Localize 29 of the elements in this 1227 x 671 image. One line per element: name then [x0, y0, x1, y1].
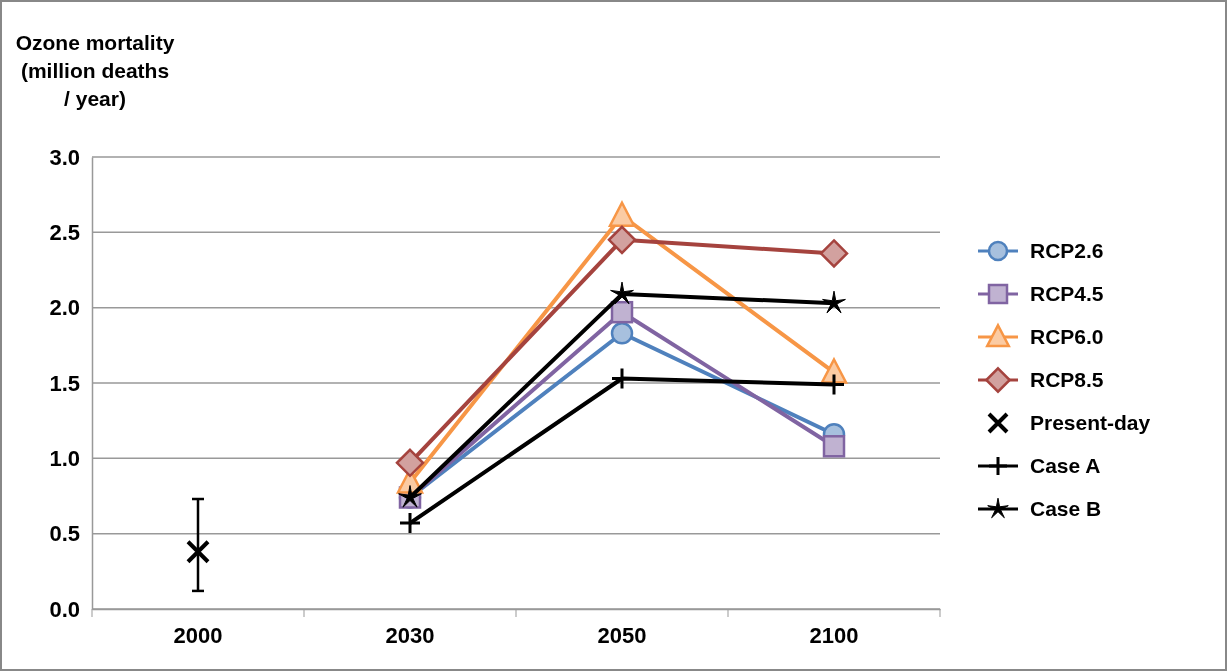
point — [395, 448, 425, 478]
x-tick-label: 2000 — [173, 622, 223, 648]
point — [819, 239, 849, 268]
y-tick-label: 2.0 — [49, 295, 80, 321]
y-tick-label: 0.0 — [49, 596, 80, 622]
legend-label: RCP6.0 — [1030, 325, 1104, 349]
legend-label: RCP4.5 — [1030, 282, 1104, 306]
point — [607, 225, 637, 255]
y-tick-label: 1.5 — [49, 370, 80, 396]
point — [186, 539, 210, 564]
x-tick-label: 2100 — [809, 622, 859, 648]
legend-label: Case B — [1030, 497, 1102, 521]
point — [608, 201, 636, 228]
y-tick-label: 3.0 — [49, 144, 80, 170]
y-axis-title: Ozone mortality (million deaths / year) — [15, 31, 175, 110]
legend-label: Present-day — [1030, 411, 1151, 435]
legend-label: RCP2.6 — [1030, 239, 1104, 263]
y-tick-label: 1.0 — [49, 445, 80, 471]
point — [822, 435, 846, 458]
x-tick-label: 2030 — [385, 622, 435, 648]
x-tick-label: 2050 — [597, 622, 647, 648]
y-tick-label: 0.5 — [49, 521, 80, 547]
legend-label: RCP8.5 — [1030, 368, 1104, 392]
point — [610, 281, 634, 305]
point — [610, 322, 634, 345]
point — [822, 290, 846, 314]
legend-label: Case A — [1030, 454, 1101, 478]
y-tick-label: 2.5 — [49, 219, 80, 245]
point — [610, 300, 634, 324]
